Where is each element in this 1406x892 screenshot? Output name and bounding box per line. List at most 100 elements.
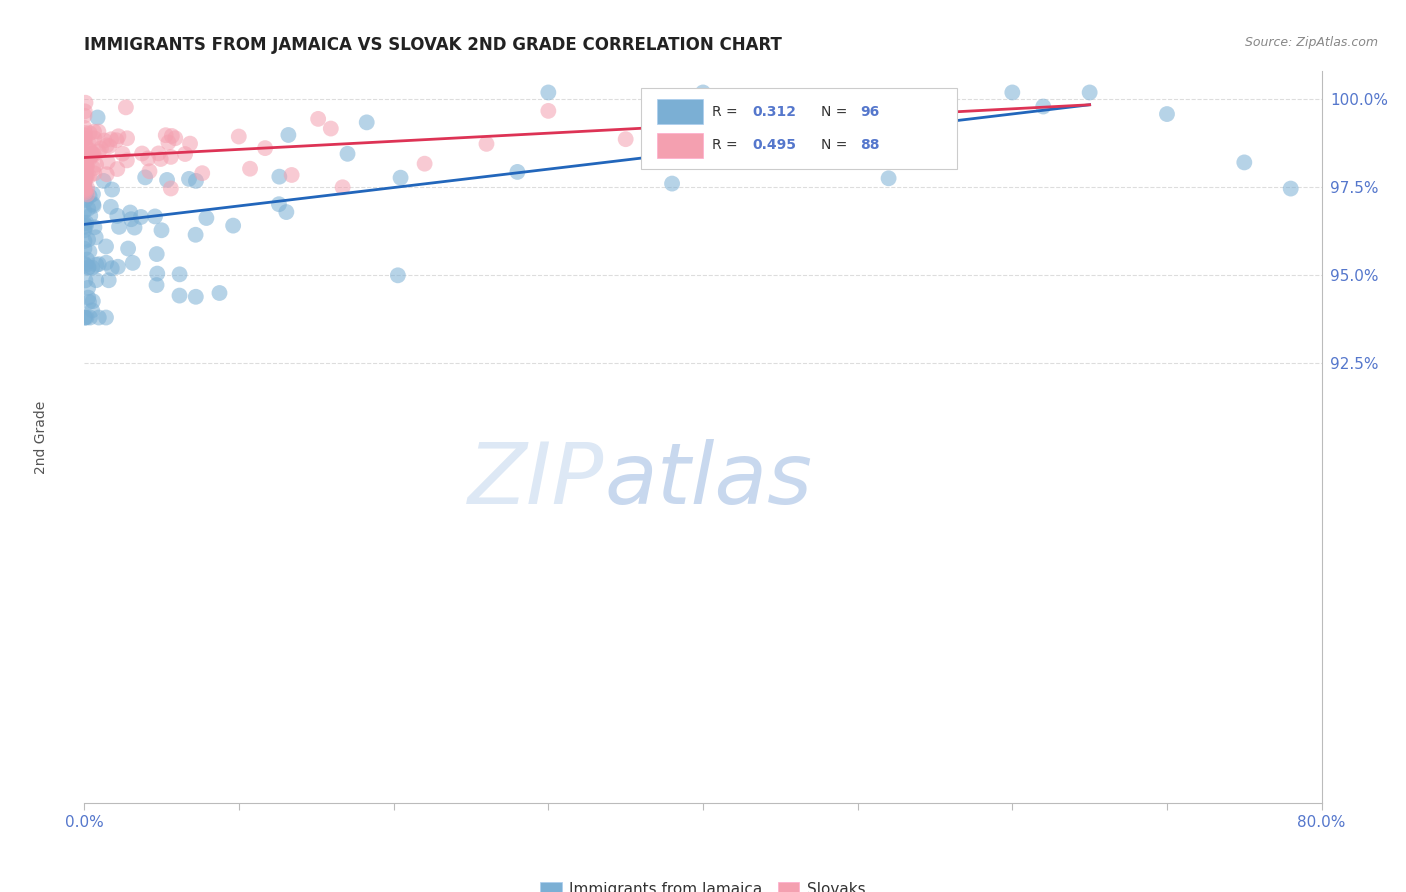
Point bbox=[267, 197, 290, 211]
Point bbox=[101, 183, 124, 197]
Text: 0.495: 0.495 bbox=[752, 138, 796, 153]
Point bbox=[79, 126, 101, 140]
Point bbox=[156, 173, 179, 187]
Point bbox=[76, 141, 98, 155]
Point bbox=[93, 174, 115, 188]
Point bbox=[73, 178, 96, 192]
Point bbox=[83, 199, 105, 213]
Point bbox=[115, 131, 138, 145]
Point bbox=[506, 165, 529, 179]
Point bbox=[73, 185, 96, 199]
Point bbox=[73, 120, 96, 135]
Point bbox=[169, 268, 191, 282]
Text: 0.312: 0.312 bbox=[752, 104, 796, 119]
Text: N =: N = bbox=[821, 138, 851, 153]
Point bbox=[82, 187, 104, 202]
Point bbox=[96, 138, 118, 153]
Point bbox=[160, 128, 183, 143]
Point bbox=[75, 153, 97, 167]
Point bbox=[537, 103, 560, 118]
Point bbox=[165, 131, 187, 145]
Point bbox=[100, 132, 122, 146]
Point bbox=[105, 133, 128, 147]
Point bbox=[389, 170, 412, 185]
Point bbox=[76, 168, 98, 182]
Point bbox=[86, 258, 108, 272]
Point bbox=[73, 220, 96, 235]
Point bbox=[84, 273, 107, 287]
Point bbox=[86, 111, 108, 125]
Point bbox=[73, 180, 96, 194]
FancyBboxPatch shape bbox=[641, 88, 956, 169]
Point bbox=[1001, 86, 1024, 100]
Point bbox=[76, 252, 98, 267]
Point bbox=[75, 186, 97, 200]
Point bbox=[184, 174, 207, 188]
Point bbox=[614, 132, 637, 146]
Point bbox=[75, 193, 97, 207]
Point bbox=[1032, 99, 1054, 113]
Point bbox=[75, 273, 97, 287]
Point bbox=[77, 233, 100, 247]
Point bbox=[169, 288, 191, 302]
Point bbox=[75, 136, 97, 150]
Point bbox=[877, 171, 900, 186]
Point bbox=[76, 159, 98, 173]
Point bbox=[77, 281, 100, 295]
Point bbox=[108, 219, 131, 234]
Point bbox=[75, 187, 97, 202]
Point bbox=[73, 104, 96, 119]
Point bbox=[319, 121, 342, 136]
Text: ZIP: ZIP bbox=[468, 440, 605, 523]
Point bbox=[75, 168, 97, 182]
Point bbox=[413, 157, 436, 171]
Point bbox=[537, 86, 560, 100]
Point bbox=[148, 146, 170, 161]
Point bbox=[82, 146, 104, 161]
Point bbox=[77, 291, 100, 305]
Point bbox=[73, 162, 96, 177]
Point bbox=[124, 220, 146, 235]
Point bbox=[157, 136, 180, 150]
Point bbox=[73, 216, 96, 230]
Point bbox=[75, 157, 97, 171]
Point bbox=[73, 128, 96, 143]
Point bbox=[83, 166, 105, 180]
Point bbox=[150, 223, 173, 237]
Point bbox=[1341, 86, 1364, 100]
Point bbox=[184, 290, 207, 304]
Point bbox=[1233, 155, 1256, 169]
Point bbox=[105, 161, 128, 176]
Text: atlas: atlas bbox=[605, 440, 813, 523]
FancyBboxPatch shape bbox=[657, 99, 703, 124]
Point bbox=[94, 310, 117, 325]
Point bbox=[692, 86, 714, 100]
Point bbox=[100, 261, 122, 276]
Point bbox=[73, 169, 96, 184]
Point bbox=[94, 256, 117, 270]
Point bbox=[97, 155, 120, 169]
Point bbox=[73, 310, 96, 325]
Point bbox=[97, 273, 120, 287]
Point bbox=[87, 310, 110, 325]
Point bbox=[73, 175, 96, 189]
Point bbox=[145, 278, 167, 293]
Text: Source: ZipAtlas.com: Source: ZipAtlas.com bbox=[1244, 36, 1378, 49]
Point bbox=[73, 131, 96, 145]
Point bbox=[93, 134, 115, 148]
Point bbox=[75, 95, 97, 110]
Point bbox=[336, 146, 359, 161]
Point bbox=[80, 148, 103, 162]
Point bbox=[73, 182, 96, 196]
Point bbox=[184, 227, 207, 242]
Point bbox=[228, 129, 250, 144]
Point bbox=[73, 234, 96, 248]
Point bbox=[107, 260, 129, 274]
Point bbox=[77, 169, 100, 183]
Point bbox=[79, 151, 101, 165]
Point bbox=[475, 136, 498, 151]
Point bbox=[87, 145, 110, 159]
Point bbox=[77, 295, 100, 310]
Point bbox=[222, 219, 245, 233]
Point bbox=[82, 161, 104, 176]
